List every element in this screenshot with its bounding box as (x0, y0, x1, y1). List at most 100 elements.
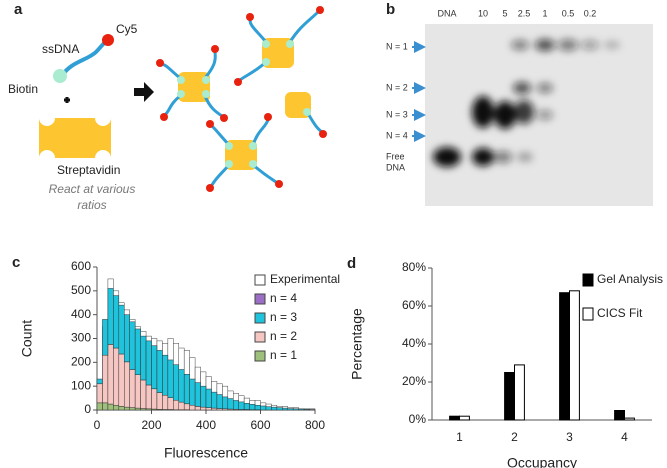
lane-label: 2.5 (518, 8, 531, 18)
histogram-bar (102, 354, 109, 404)
lane-label: 0.2 (584, 8, 597, 18)
histogram-bar (183, 374, 190, 405)
y-tick-label: 80% (402, 260, 426, 274)
lane-label: DNA (437, 8, 456, 18)
note: ratios (77, 198, 106, 212)
histogram-bar (194, 382, 201, 407)
legend-swatch (254, 312, 266, 324)
label: Cy5 (116, 22, 138, 36)
x-tick-label: 200 (141, 418, 161, 432)
histogram-bar (113, 404, 120, 411)
label: Biotin (8, 82, 38, 96)
label: Streptavidin (57, 163, 120, 177)
x-tick-label: 1 (456, 430, 463, 444)
histogram-bar (260, 405, 267, 411)
x-tick-label: 800 (305, 418, 325, 432)
histogram-bar (162, 394, 169, 410)
x-axis-label: Occupancy (507, 455, 577, 468)
histogram-bar (243, 403, 250, 410)
histogram-bar (227, 398, 234, 410)
histogram-bar (162, 354, 169, 396)
histogram-bar (287, 408, 294, 411)
y-tick-label: 100 (71, 378, 91, 392)
histogram-bar (156, 350, 163, 393)
band-label: N = 3 (386, 109, 408, 119)
note: React at various (49, 182, 136, 196)
y-tick-label: 400 (71, 307, 91, 321)
band-label: N = 4 (386, 130, 408, 140)
histogram-bar (189, 404, 196, 411)
histogram-bar (173, 364, 180, 401)
histogram-bar (211, 407, 218, 411)
x-tick-label: 4 (621, 430, 628, 444)
histogram-bar (124, 406, 130, 411)
histogram-bar (96, 383, 103, 404)
histogram-bar (118, 406, 125, 411)
histogram-bar (303, 409, 310, 411)
legend-label: n = 2 (270, 329, 297, 343)
histogram-bar (107, 288, 114, 345)
histogram-bar (271, 406, 278, 411)
legend-label: CICS Fit (597, 306, 643, 320)
y-tick-label: 600 (71, 259, 91, 273)
band-label: N = 2 (386, 82, 408, 92)
x-tick-label: 400 (196, 418, 216, 432)
y-tick-label: 0% (409, 412, 427, 426)
histogram-bar (298, 408, 305, 411)
label: ssDNA (42, 42, 79, 56)
lane-label: 1 (542, 8, 547, 18)
x-tick-label: 3 (566, 430, 573, 444)
histogram-bar (178, 401, 185, 411)
histogram-bar (276, 407, 283, 411)
histogram-bar (189, 378, 196, 406)
y-axis-label: Percentage (349, 308, 365, 380)
histogram-bar (118, 304, 125, 355)
x-axis-label: Fluorescence (164, 445, 248, 461)
y-axis-label: Count (19, 320, 35, 357)
y-tick-label: 300 (71, 331, 91, 345)
x-tick-label: 600 (250, 418, 270, 432)
histogram-bar (292, 408, 299, 411)
histogram-bar (96, 378, 103, 385)
legend-swatch (254, 293, 266, 305)
band-label: DNA (386, 162, 405, 172)
x-tick-label: 0 (94, 418, 101, 432)
histogram-bar (134, 407, 141, 411)
histogram-bar (129, 407, 136, 411)
histogram-bar (249, 404, 256, 411)
panel-label: a (14, 1, 23, 18)
legend-swatch (582, 273, 594, 287)
histogram-bar (107, 403, 114, 411)
histogram-bar (151, 345, 158, 390)
histogram-bar (200, 385, 207, 408)
bar (449, 415, 461, 421)
bar (514, 364, 525, 421)
histogram-bar (140, 335, 147, 381)
histogram-bar (140, 379, 147, 409)
y-tick-label: 40% (402, 336, 426, 350)
panel-label: d (347, 255, 356, 272)
lane-label: 0.5 (562, 8, 575, 18)
legend-swatch (582, 307, 594, 321)
histogram-bar (282, 407, 288, 411)
histogram-bar (113, 347, 120, 406)
y-tick-label: 20% (402, 374, 426, 388)
histogram-bar (233, 400, 239, 410)
histogram-bar (113, 295, 120, 349)
histogram-bar (167, 359, 174, 398)
histogram-bar (107, 344, 114, 405)
y-tick-label: 500 (71, 283, 91, 297)
histogram-bar (183, 403, 190, 411)
lane-label: 5 (502, 8, 507, 18)
histogram-bar (118, 353, 125, 407)
band-label: N = 1 (386, 41, 408, 51)
histogram-bar (265, 406, 272, 411)
histogram-bar (173, 399, 180, 411)
legend-swatch (254, 331, 266, 343)
histogram-bar (102, 402, 109, 411)
bar (559, 292, 570, 421)
histogram-bar (134, 328, 141, 375)
y-tick-label: 0 (84, 402, 91, 416)
panel-label: b (386, 1, 395, 18)
